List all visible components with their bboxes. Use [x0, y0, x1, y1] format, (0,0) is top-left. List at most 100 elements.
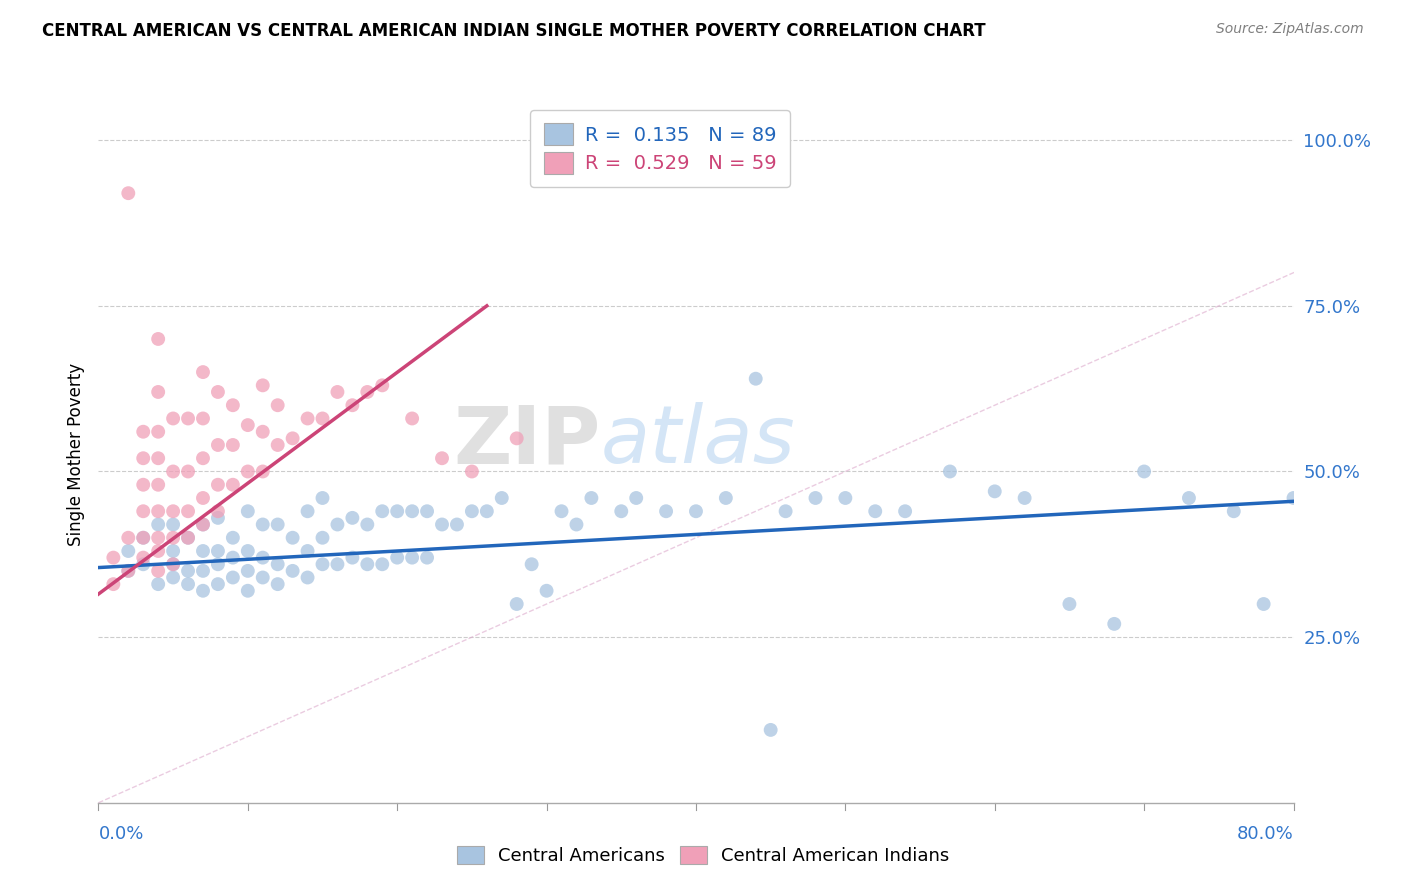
Point — [162, 558, 184, 572]
Point — [326, 517, 349, 532]
Point — [207, 438, 229, 452]
Point — [416, 504, 439, 518]
Point — [1059, 597, 1081, 611]
Point — [506, 597, 529, 611]
Point — [491, 491, 513, 505]
Point — [191, 411, 214, 425]
Point — [191, 451, 214, 466]
Point — [236, 418, 259, 433]
Point — [222, 398, 245, 412]
Point — [207, 384, 229, 399]
Point — [371, 558, 394, 572]
Point — [148, 504, 170, 518]
Point — [714, 491, 737, 505]
Point — [1014, 491, 1036, 505]
Point — [177, 577, 200, 591]
Point — [162, 558, 184, 572]
Point — [117, 564, 139, 578]
Text: atlas: atlas — [600, 402, 796, 480]
Point — [430, 517, 453, 532]
Point — [775, 504, 797, 518]
Point — [267, 438, 290, 452]
Point — [385, 550, 409, 565]
Point — [281, 564, 304, 578]
Point — [177, 531, 200, 545]
Text: 80.0%: 80.0% — [1237, 825, 1294, 843]
Point — [581, 491, 603, 505]
Point — [311, 531, 333, 545]
Point — [222, 531, 245, 545]
Point — [236, 544, 259, 558]
Point — [311, 558, 333, 572]
Point — [103, 577, 125, 591]
Point — [222, 438, 245, 452]
Point — [565, 517, 588, 532]
Point — [222, 550, 245, 565]
Point — [326, 558, 349, 572]
Point — [162, 517, 184, 532]
Point — [191, 365, 214, 379]
Point — [132, 451, 155, 466]
Point — [267, 577, 290, 591]
Point — [326, 384, 349, 399]
Point — [804, 491, 827, 505]
Point — [117, 531, 139, 545]
Point — [236, 504, 259, 518]
Point — [624, 491, 647, 505]
Point — [148, 577, 170, 591]
Point — [252, 465, 274, 479]
Point — [342, 550, 364, 565]
Point — [191, 517, 214, 532]
Point — [416, 550, 439, 565]
Legend: Central Americans, Central American Indians: Central Americans, Central American Indi… — [447, 837, 959, 874]
Point — [132, 531, 155, 545]
Point — [148, 451, 170, 466]
Point — [311, 491, 333, 505]
Y-axis label: Single Mother Poverty: Single Mother Poverty — [66, 363, 84, 547]
Point — [103, 550, 125, 565]
Point — [745, 372, 768, 386]
Point — [371, 504, 394, 518]
Point — [475, 504, 498, 518]
Point — [252, 378, 274, 392]
Text: ZIP: ZIP — [453, 402, 600, 480]
Point — [148, 332, 170, 346]
Point — [267, 398, 290, 412]
Point — [371, 378, 394, 392]
Point — [236, 564, 259, 578]
Point — [222, 477, 245, 491]
Point — [281, 431, 304, 445]
Point — [191, 564, 214, 578]
Point — [1282, 491, 1305, 505]
Point — [1133, 465, 1156, 479]
Point — [506, 431, 529, 445]
Point — [536, 583, 558, 598]
Point — [207, 477, 229, 491]
Point — [1104, 616, 1126, 631]
Point — [1223, 504, 1246, 518]
Point — [148, 425, 170, 439]
Point — [132, 504, 155, 518]
Point — [865, 504, 887, 518]
Point — [342, 398, 364, 412]
Point — [117, 544, 139, 558]
Point — [252, 550, 274, 565]
Point — [401, 550, 423, 565]
Point — [385, 504, 409, 518]
Point — [222, 570, 245, 584]
Point — [356, 517, 378, 532]
Point — [834, 491, 856, 505]
Point — [461, 465, 484, 479]
Point — [342, 511, 364, 525]
Point — [207, 577, 229, 591]
Point — [177, 531, 200, 545]
Point — [655, 504, 678, 518]
Point — [162, 544, 184, 558]
Point — [401, 504, 423, 518]
Point — [207, 558, 229, 572]
Point — [177, 411, 200, 425]
Point — [983, 484, 1005, 499]
Point — [297, 411, 319, 425]
Point — [1253, 597, 1275, 611]
Point — [252, 425, 274, 439]
